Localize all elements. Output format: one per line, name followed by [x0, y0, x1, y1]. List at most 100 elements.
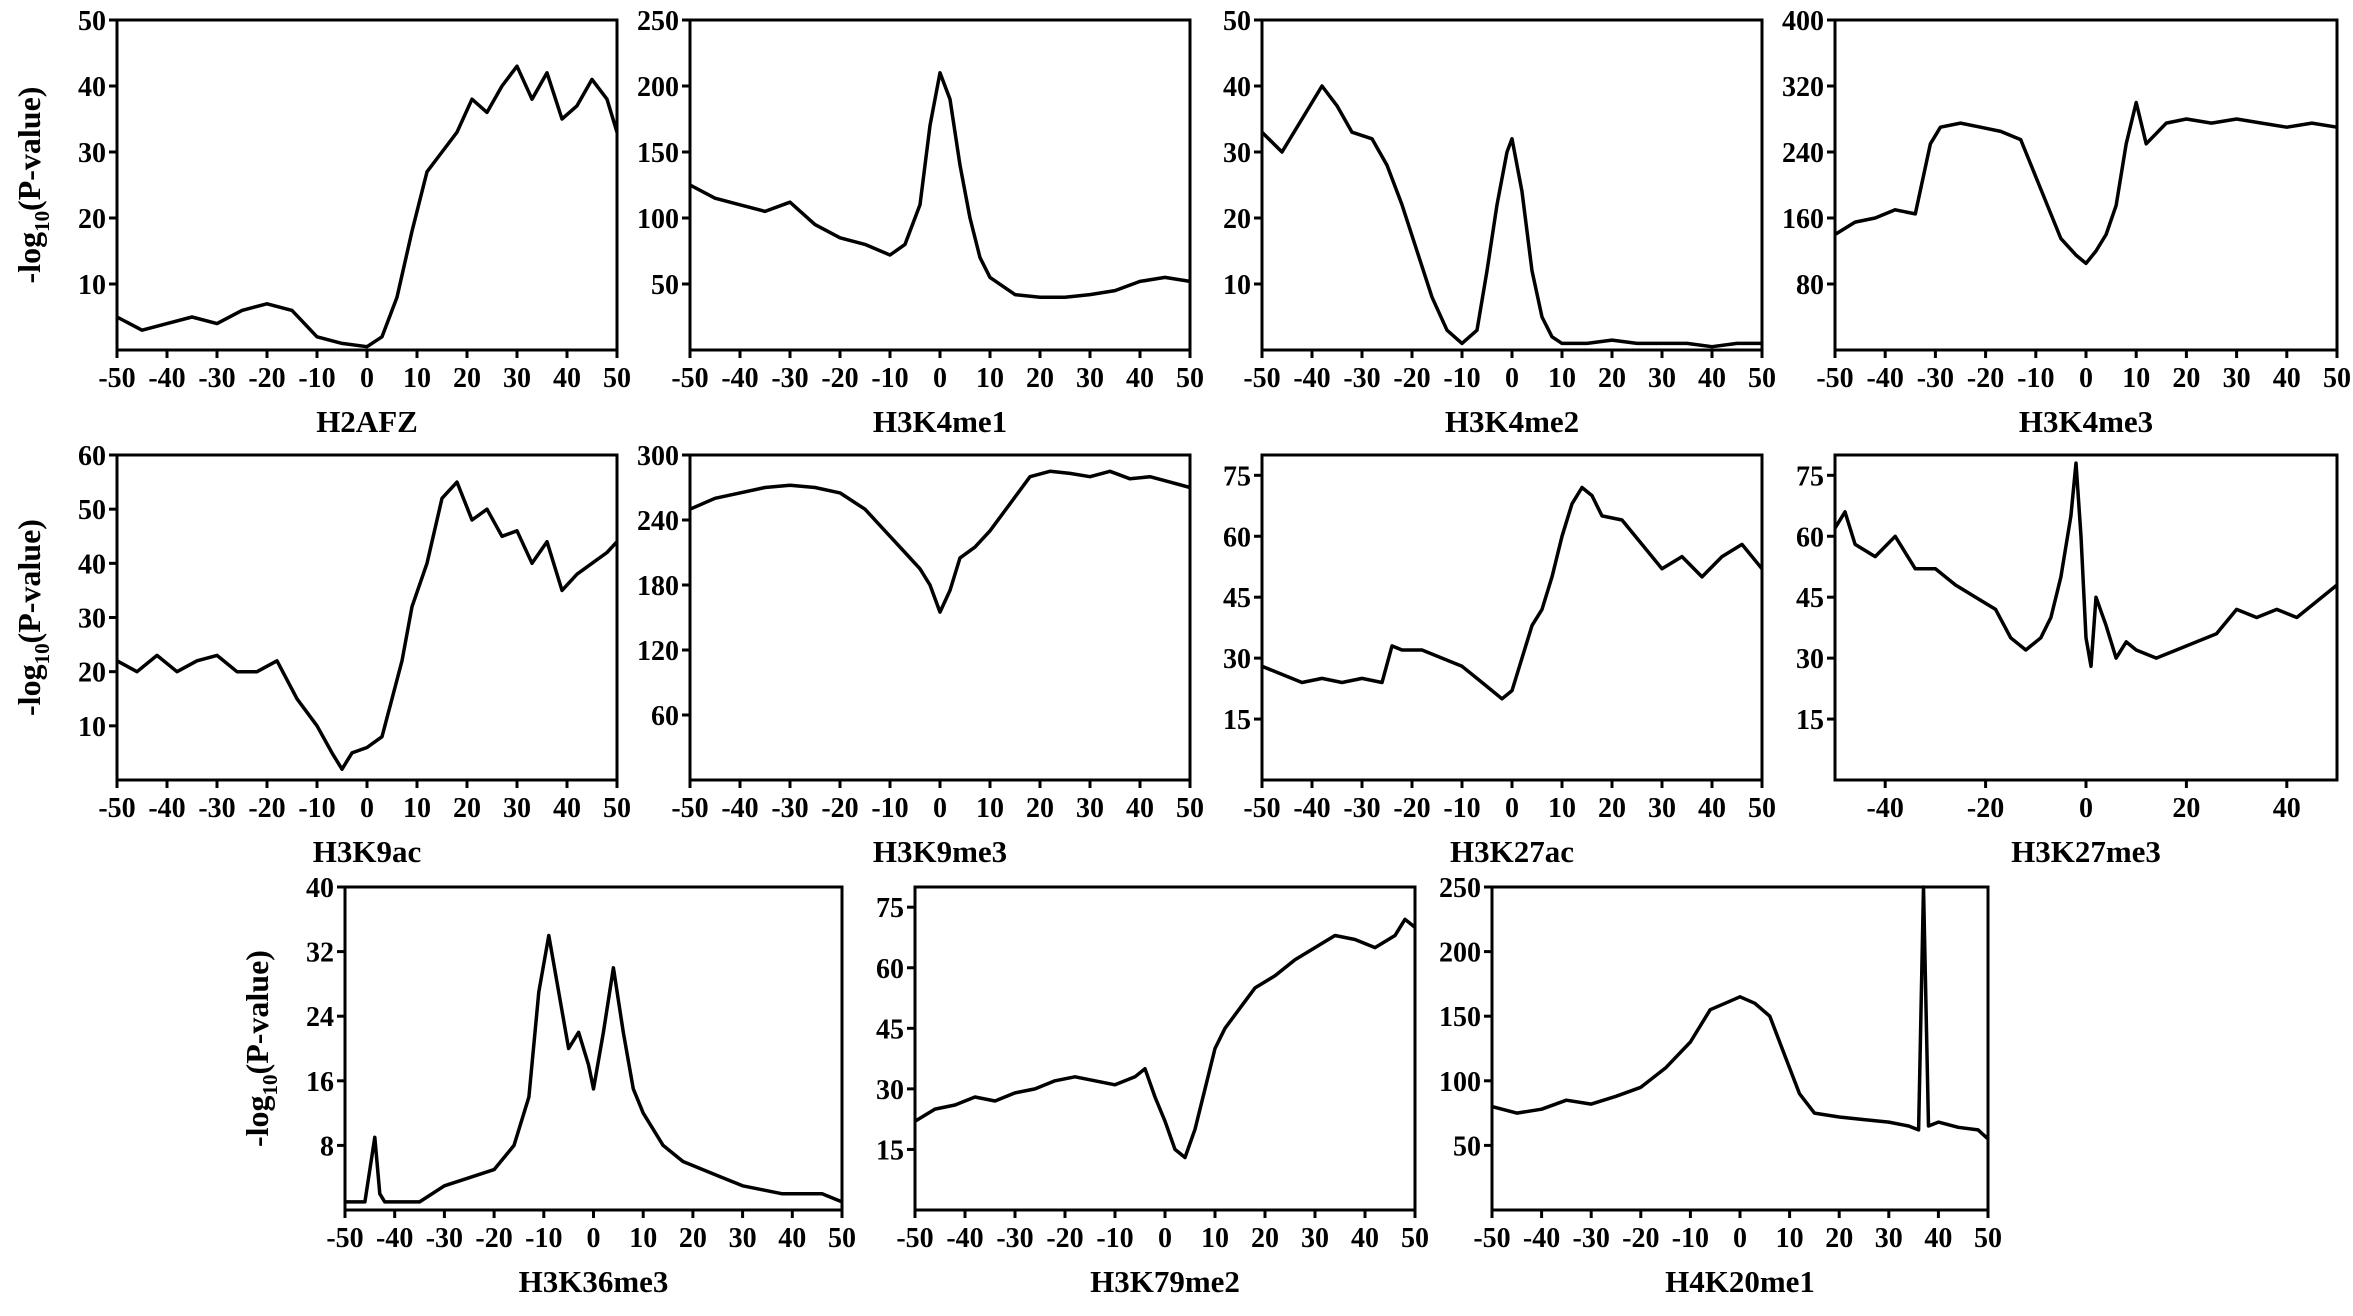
x-tick-label: -50	[98, 363, 135, 394]
x-tick-label: -50	[1243, 363, 1280, 394]
y-tick-label: 40	[78, 549, 106, 580]
panel-h3k79me2: -50 -40 -30 -20 -10 0 10 20 30 40 50 15 30 45 60 75 H3K7…	[876, 885, 1429, 1299]
y-tick-label: 10	[78, 712, 106, 743]
x-tick-label: 20	[2172, 363, 2200, 394]
y-tick-label: 400	[1782, 6, 1824, 37]
y-axis-title-subscript: 10	[30, 211, 54, 232]
y-tick-label: 30	[78, 138, 106, 169]
y-tick-label: 30	[1796, 644, 1824, 675]
x-tick-label: -20	[248, 363, 285, 394]
x-tick-label: 20	[1598, 793, 1626, 824]
y-tick-label: 100	[637, 204, 679, 235]
x-tick-label: -50	[1473, 1223, 1510, 1254]
y-axis-title-subscript: 10	[30, 643, 54, 664]
x-tick-label: -10	[1672, 1223, 1709, 1254]
x-tick-label: 40	[553, 363, 581, 394]
y-tick-label: 20	[78, 204, 106, 235]
x-tick-label: 10	[1201, 1223, 1229, 1254]
y-tick-label: 8	[320, 1131, 334, 1162]
x-tick-label: 0	[1505, 363, 1519, 394]
x-tick-label: 50	[1176, 793, 1204, 824]
series-line	[689, 469, 1191, 614]
plot-frame	[1490, 885, 1990, 1212]
panel-h3k9ac: -50 -40 -30 -20 -10 0 10 20 30 40 50 10 20 30 40 50 60 H3…	[11, 441, 631, 869]
series-line	[1833, 461, 2339, 669]
series-line	[1260, 84, 1762, 349]
x-tick-label: 40	[778, 1223, 806, 1254]
panel-title: H3K4me1	[873, 404, 1007, 439]
x-tick-label: 30	[1076, 363, 1104, 394]
x-tick-label: -40	[1293, 793, 1330, 824]
x-tick-label: 0	[1158, 1223, 1172, 1254]
x-tick-label: -40	[1523, 1223, 1560, 1254]
x-tick-label: 0	[1505, 793, 1519, 824]
plot-frame	[1260, 453, 1764, 782]
y-tick-label: 150	[1439, 1002, 1481, 1033]
y-axis-title: -log10(P-value)	[11, 519, 54, 716]
y-tick-label: 15	[1223, 705, 1251, 736]
x-tick-label: 0	[2079, 793, 2093, 824]
series-line	[1261, 485, 1764, 701]
plot-frame	[1260, 18, 1764, 352]
panel-title: H3K79me2	[1090, 1264, 1240, 1299]
plot-frame	[343, 885, 844, 1212]
y-tick-label: 250	[1439, 873, 1481, 904]
y-tick-label: 200	[1439, 938, 1481, 969]
y-tick-label: 40	[1223, 72, 1251, 103]
series-line	[1491, 885, 1990, 1141]
panel-h2afz: -50 -40 -30 -20 -10 0 10 20 30 40 50 10 20 30 40 50 H2AF…	[11, 6, 631, 439]
y-tick-label: 75	[1223, 461, 1251, 492]
x-tick-label: 10	[976, 793, 1004, 824]
plot-frame	[115, 453, 619, 782]
x-tick-label: 20	[453, 793, 481, 824]
panel-title: H3K9me3	[873, 834, 1007, 869]
x-tick-label: 40	[1351, 1223, 1379, 1254]
panel-h3k27ac: -50 -40 -30 -20 -10 0 10 20 30 40 50 15 30 45 60 75 H3K2…	[1223, 453, 1776, 869]
x-tick-label: 0	[933, 793, 947, 824]
panel-h3k4me2: -50 -40 -30 -20 -10 0 10 20 30 40 50 10 20 30 40 50 H3K4…	[1223, 6, 1776, 439]
y-tick-label: 100	[1439, 1067, 1481, 1098]
x-tick-label: 20	[1026, 363, 1054, 394]
x-tick-label: -20	[1622, 1223, 1659, 1254]
x-tick-label: 30	[1301, 1223, 1329, 1254]
plot-frame	[115, 18, 619, 352]
y-tick-label: 30	[1223, 138, 1251, 169]
y-axis-title-subscript: 10	[258, 1074, 282, 1095]
y-tick-label: 20	[1223, 204, 1251, 235]
y-tick-label: 15	[876, 1135, 904, 1166]
x-tick-label: 10	[1548, 793, 1576, 824]
x-tick-label: -20	[821, 793, 858, 824]
x-tick-label: 50	[2323, 363, 2351, 394]
x-tick-label: -40	[1867, 363, 1904, 394]
y-tick-label: 240	[637, 506, 679, 537]
x-tick-label: 0	[1733, 1223, 1747, 1254]
y-tick-label: 75	[1796, 461, 1824, 492]
x-tick-label: -40	[376, 1223, 413, 1254]
x-tick-label: 30	[1648, 793, 1676, 824]
y-tick-label: 60	[1223, 522, 1251, 553]
x-tick-label: -30	[771, 363, 808, 394]
y-tick-label: 50	[78, 6, 106, 37]
y-tick-label: 320	[1782, 72, 1824, 103]
panel-title: H3K4me2	[1445, 404, 1579, 439]
x-tick-label: 50	[1176, 363, 1204, 394]
y-tick-label: 50	[1223, 6, 1251, 37]
x-tick-label: 20	[1026, 793, 1054, 824]
x-tick-label: -30	[1343, 793, 1380, 824]
x-tick-label: 40	[1698, 363, 1726, 394]
x-tick-label: 30	[2223, 363, 2251, 394]
series-line	[689, 71, 1191, 299]
x-tick-label: 0	[933, 363, 947, 394]
x-tick-label: 10	[1548, 363, 1576, 394]
x-tick-label: -30	[996, 1223, 1033, 1254]
y-axis-title-prefix: -log	[11, 232, 47, 284]
plot-frame	[688, 18, 1192, 352]
x-tick-label: 10	[2122, 363, 2150, 394]
y-tick-label: 60	[876, 954, 904, 985]
x-tick-label: -40	[1867, 793, 1904, 824]
x-tick-label: -30	[1343, 363, 1380, 394]
x-tick-label: 30	[503, 363, 531, 394]
x-tick-label: 10	[1776, 1223, 1804, 1254]
x-tick-label: -30	[1573, 1223, 1610, 1254]
series-line	[914, 917, 1417, 1160]
